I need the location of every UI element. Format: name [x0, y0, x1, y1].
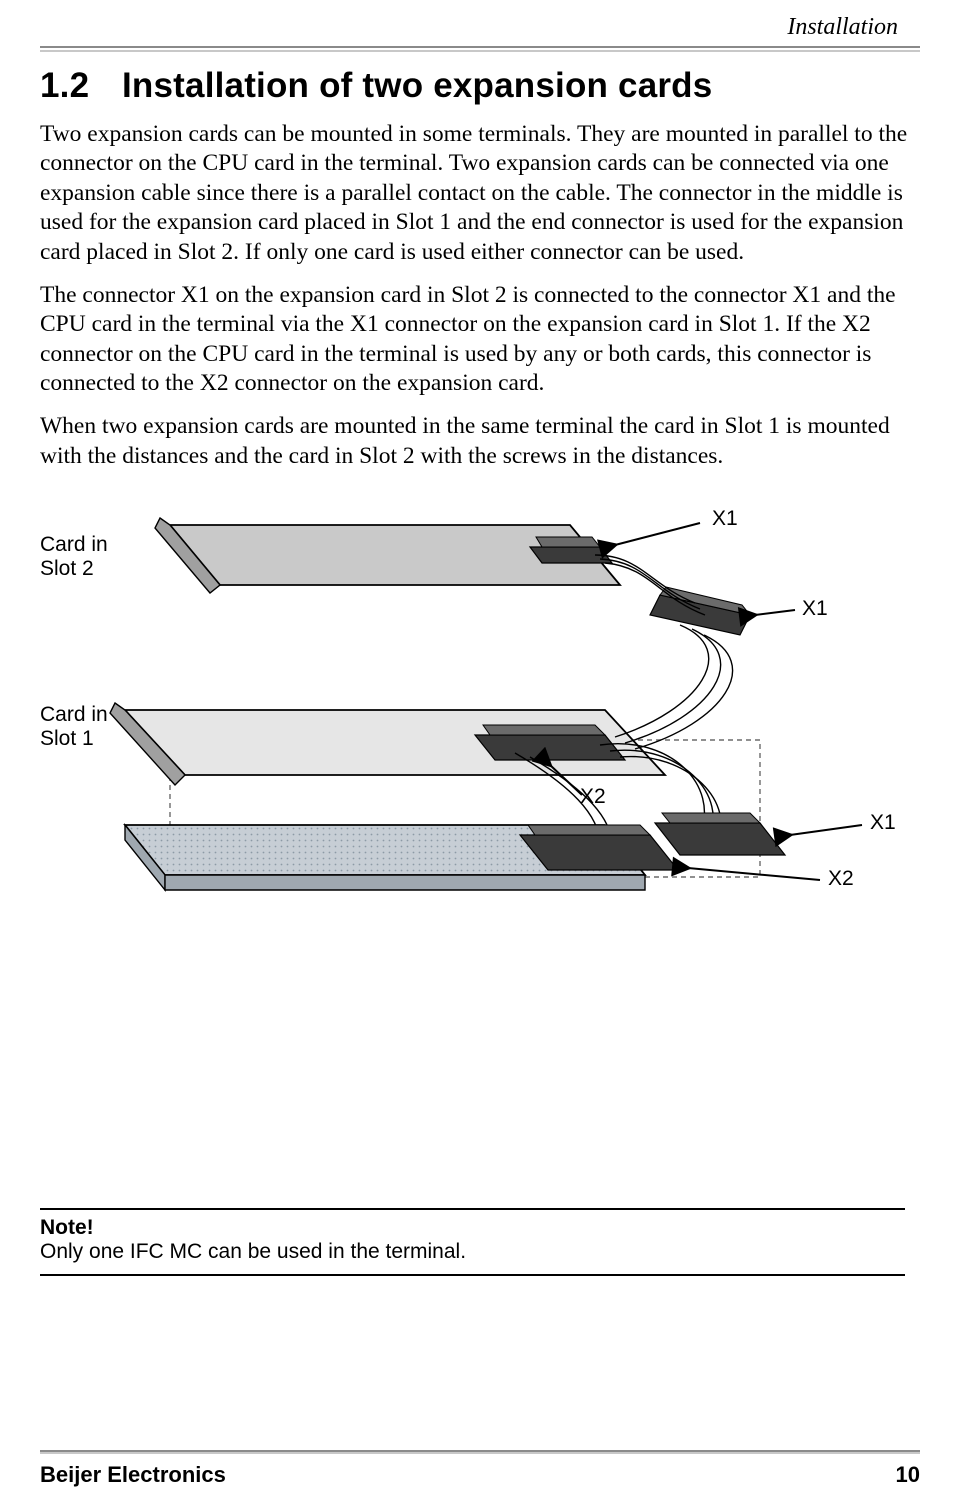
- label-card-slot-2: Card in Slot 2: [40, 533, 108, 581]
- content-area: 1.2Installation of two expansion cards T…: [40, 66, 920, 915]
- note-text: Only one IFC MC can be used in the termi…: [40, 1240, 905, 1264]
- connector-cpu-x1: [655, 813, 785, 855]
- diagram: Card in Slot 2 Card in Slot 1 X1 X1 X2 X…: [40, 485, 920, 915]
- cable-slot2-to-slot1: [615, 625, 733, 749]
- paragraph-1: Two expansion cards can be mounted in so…: [40, 120, 920, 267]
- paragraph-3: When two expansion cards are mounted in …: [40, 412, 920, 471]
- label-x2-bottom: X2: [828, 867, 854, 891]
- section-heading: 1.2Installation of two expansion cards: [40, 66, 920, 106]
- label-x1-top: X1: [712, 507, 738, 531]
- paragraph-2: The connector X1 on the expansion card i…: [40, 281, 920, 399]
- footer-rule: [40, 1450, 920, 1454]
- label-x2-mid: X2: [580, 785, 606, 809]
- connector-cpu-x2: [520, 825, 678, 870]
- header-chapter-label: Installation: [787, 14, 898, 41]
- note-rule-top: [40, 1208, 905, 1210]
- footer: Beijer Electronics 10: [40, 1450, 920, 1488]
- header-rule: [40, 46, 920, 52]
- label-x1-bottom: X1: [870, 811, 896, 835]
- note-title: Note!: [40, 1216, 905, 1240]
- footer-company: Beijer Electronics: [40, 1462, 226, 1488]
- connector-cable-end-x1: [650, 587, 750, 635]
- label-x1-mid: X1: [802, 597, 828, 621]
- connector-slot2-x1: [530, 537, 612, 563]
- note-block: Note! Only one IFC MC can be used in the…: [40, 1208, 905, 1276]
- note-rule-bottom: [40, 1274, 905, 1276]
- footer-page-number: 10: [896, 1462, 920, 1488]
- section-number: 1.2: [40, 66, 122, 106]
- label-card-slot-1: Card in Slot 1: [40, 703, 108, 751]
- diagram-svg: [40, 485, 920, 915]
- section-title: Installation of two expansion cards: [122, 66, 712, 105]
